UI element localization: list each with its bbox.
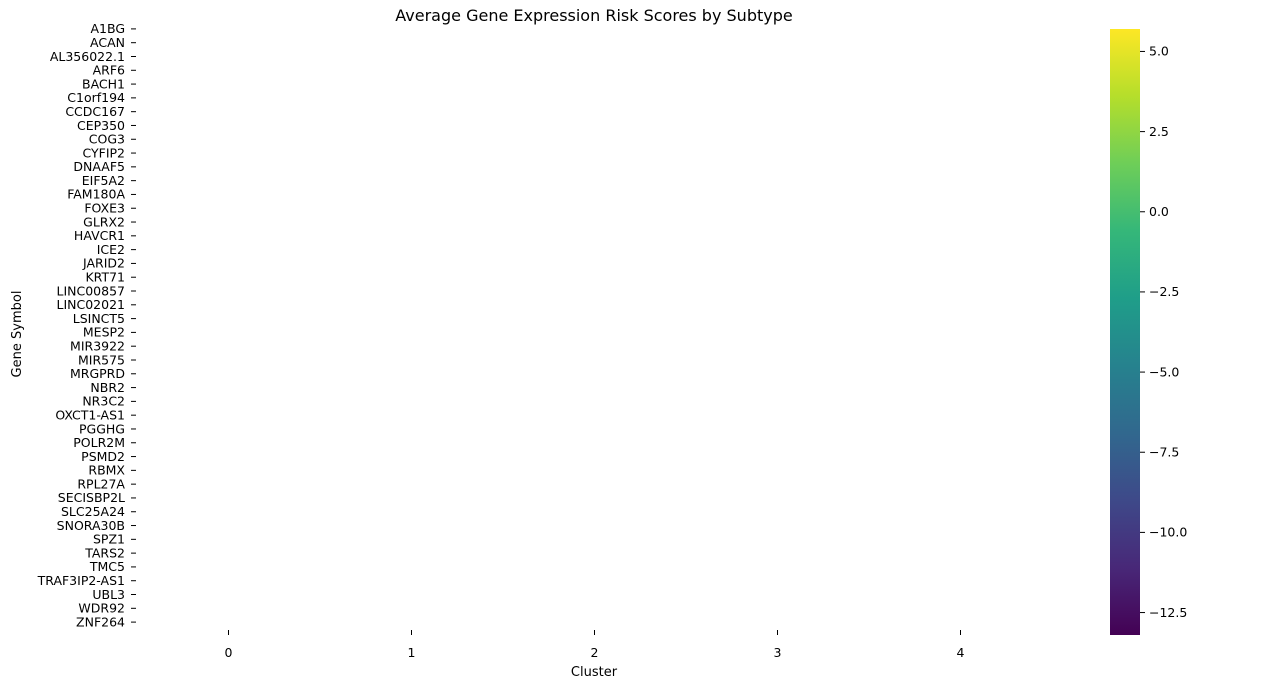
colorbar <box>1110 29 1140 635</box>
y-tick-label: CYFIP2 <box>82 145 125 160</box>
y-tick-label: A1BG <box>90 21 125 36</box>
y-tick-label: RPL27A <box>77 476 125 491</box>
x-tick-label: 2 <box>591 645 599 660</box>
y-tick-label: SNORA30B <box>57 518 125 533</box>
y-tick-label: MRGPRD <box>70 366 125 381</box>
y-tick-label: AL356022.1 <box>50 49 125 64</box>
y-tick-label: MESP2 <box>83 325 125 340</box>
y-tick-label: MIR3922 <box>70 338 125 353</box>
y-tick-label: SPZ1 <box>93 532 125 547</box>
y-tick-label: C1orf194 <box>67 90 125 105</box>
y-tick-label: HAVCR1 <box>74 228 125 243</box>
x-axis-ticks: 0 1 2 3 4 <box>225 630 965 660</box>
x-tick-label: 3 <box>774 645 782 660</box>
colorbar-tick-label: −2.5 <box>1149 284 1179 299</box>
colorbar-tick-label: −10.0 <box>1149 525 1187 540</box>
x-tick-label: 0 <box>225 645 233 660</box>
y-tick-label: BACH1 <box>82 76 125 91</box>
colorbar-tick-label: 0.0 <box>1149 204 1169 219</box>
y-tick-label: TMC5 <box>89 559 125 574</box>
x-tick-label: 4 <box>957 645 965 660</box>
y-tick-label: JARID2 <box>82 256 125 271</box>
y-tick-label: DNAAF5 <box>73 159 125 174</box>
y-tick-label: FOXE3 <box>84 201 125 216</box>
y-tick-label: MIR575 <box>78 352 125 367</box>
y-tick-label: PSMD2 <box>81 449 125 464</box>
y-tick-label: WDR92 <box>78 601 125 616</box>
chart-title: Average Gene Expression Risk Scores by S… <box>395 6 792 25</box>
y-tick-label: ARF6 <box>93 63 125 78</box>
y-tick-label: CEP350 <box>77 118 125 133</box>
y-tick-label: POLR2M <box>73 435 125 450</box>
y-tick-label: NBR2 <box>90 380 125 395</box>
x-tick-label: 1 <box>408 645 416 660</box>
y-tick-label: UBL3 <box>92 587 125 602</box>
y-tick-label: COG3 <box>89 132 125 147</box>
y-tick-label: TRAF3IP2-AS1 <box>37 573 125 588</box>
y-tick-label: RBMX <box>88 463 125 478</box>
y-tick-label: SECISBP2L <box>58 490 125 505</box>
colorbar-tick-label: 2.5 <box>1149 124 1169 139</box>
colorbar-ticks: 5.0 2.5 0.0 −2.5 −5.0 −7.5 −10.0 −12.5 <box>1140 44 1187 620</box>
y-tick-label: OXCT1-AS1 <box>55 407 125 422</box>
y-tick-label: PGGHG <box>79 421 125 436</box>
y-tick-label: LINC00857 <box>57 283 126 298</box>
y-tick-label: EIF5A2 <box>82 173 125 188</box>
colorbar-tick-label: −5.0 <box>1149 364 1179 379</box>
colorbar-tick-label: 5.0 <box>1149 44 1169 59</box>
y-axis-label: Gene Symbol <box>10 291 25 378</box>
y-tick-label: ZNF264 <box>76 614 125 629</box>
y-tick-label: FAM180A <box>67 187 125 202</box>
y-tick-label: GLRX2 <box>83 214 125 229</box>
x-axis-label: Cluster <box>571 665 618 680</box>
y-tick-label: CCDC167 <box>65 104 125 119</box>
y-tick-label: LINC02021 <box>57 297 126 312</box>
y-tick-label: SLC25A24 <box>61 504 125 519</box>
y-tick-label: ICE2 <box>97 242 125 257</box>
y-tick-label: TARS2 <box>84 545 125 560</box>
colorbar-tick-label: −12.5 <box>1149 605 1187 620</box>
colorbar-tick-label: −7.5 <box>1149 445 1179 460</box>
y-tick-label: LSINCT5 <box>73 311 125 326</box>
y-tick-label: KRT71 <box>85 270 125 285</box>
y-tick-label: NR3C2 <box>82 394 125 409</box>
y-tick-label: ACAN <box>90 35 125 50</box>
y-axis-ticks: A1BGACANAL356022.1ARF6BACH1C1orf194CCDC1… <box>37 21 136 629</box>
